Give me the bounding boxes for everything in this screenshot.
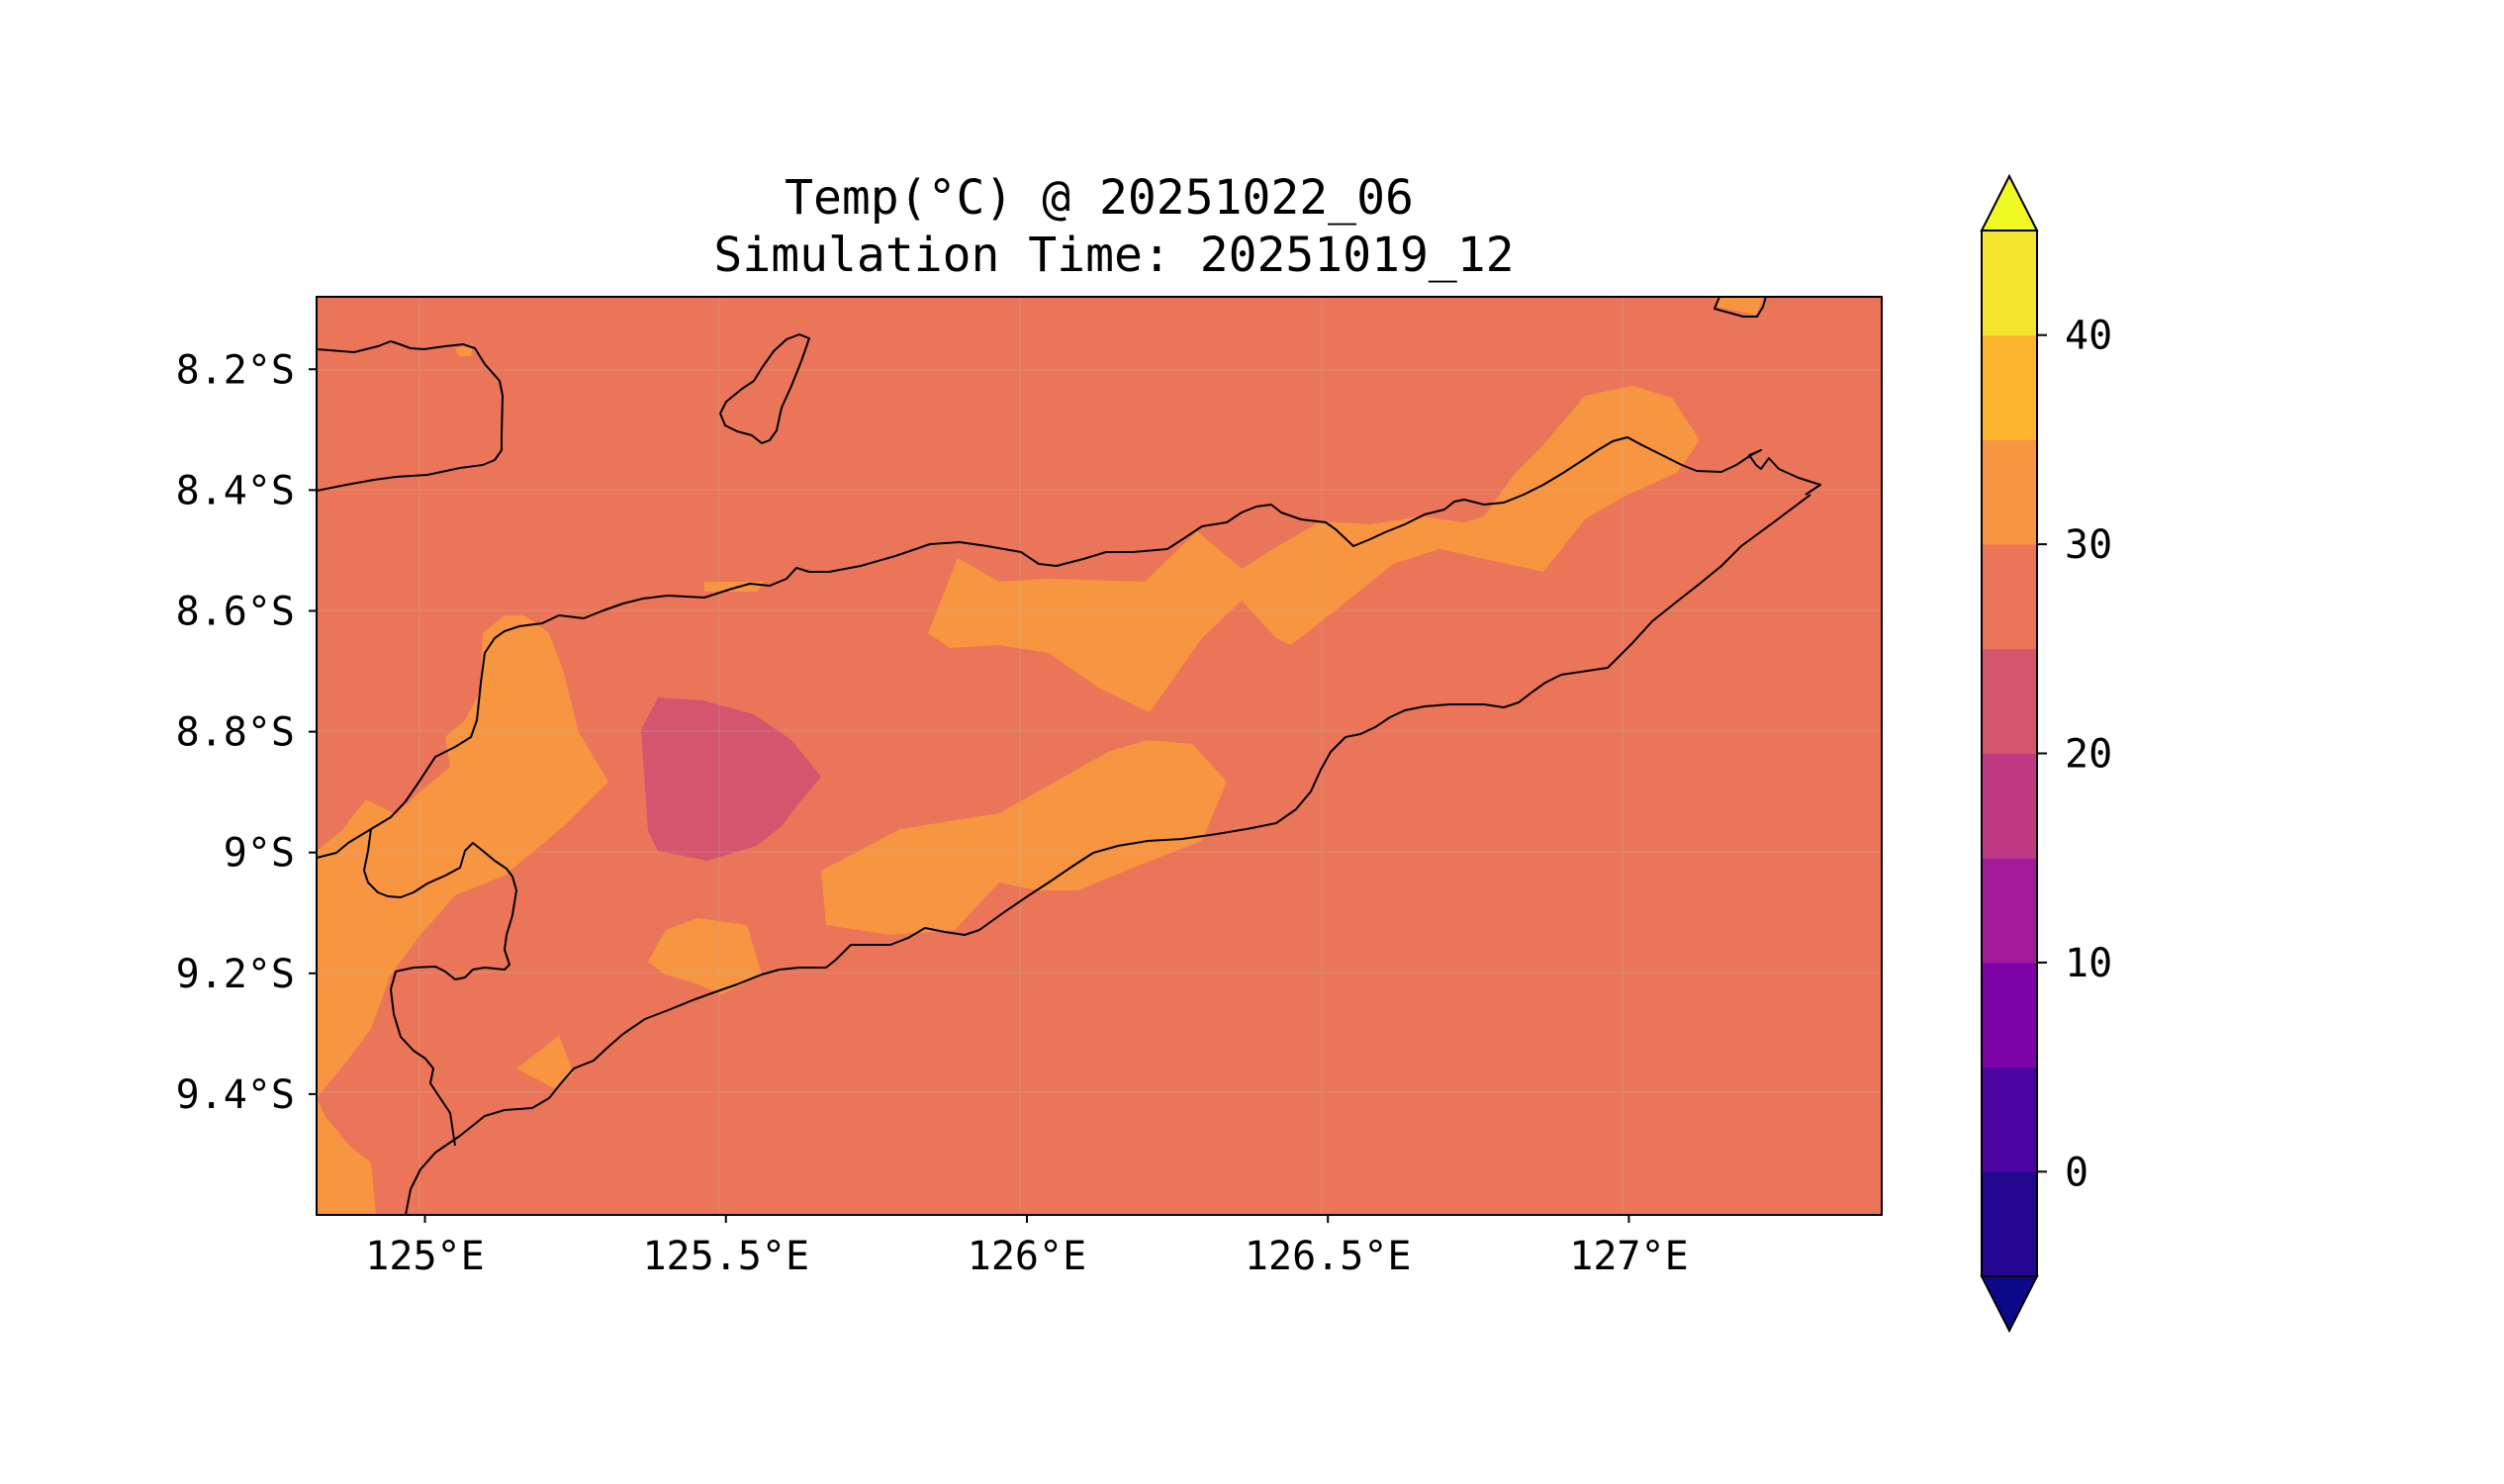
colorbar-segment [1982,962,2037,1068]
coastlines [317,297,1821,1215]
colorbar-tick-label: 40 [2065,314,2112,359]
lat-tick-label: 9.2°S [176,952,295,997]
lat-tick-label: 8.4°S [176,468,295,513]
latitude-axis: 8.2°S 8.4°S 8.6°S 8.8°S 9°S 9.2°S 9.4°S [176,347,317,1118]
colorbar-under-extend [1980,1275,2039,1334]
colorbar-segment [1982,544,2037,650]
warm-region-north-central [928,386,1700,712]
colorbar-over-extend [1980,173,2039,232]
lat-tick-label: 8.8°S [176,710,295,756]
coastline-timor-north [317,436,1821,859]
lon-tick-label: 127°E [1569,1234,1688,1279]
temperature-colorbar: 0 10 20 30 40 [1980,173,2112,1334]
colorbar-segment [1982,648,2037,754]
lat-tick-label: 8.6°S [176,589,295,634]
warm-region-south-cape [516,1036,574,1088]
warm-region-central [821,740,1227,935]
colorbar-tick-label: 10 [2065,941,2112,986]
coastline-timor-south [405,494,1811,1215]
map-frame [316,296,1883,1216]
cool-region-20-25 [641,697,821,861]
coastline-alor-wetar [317,340,504,492]
map-title-line2: Simulation Time: 20251019_12 [713,228,1514,283]
warm-region-northwest-speck [455,344,473,356]
colorbar-segment [1982,1067,2037,1172]
lat-tick-label: 8.2°S [176,347,295,393]
map-panel [317,297,1882,1215]
lat-tick-label: 9°S [224,831,295,877]
colorbar-segment [1982,334,2037,440]
coastline-northeast-islet [1714,297,1767,318]
colorbar-tick-label: 20 [2065,732,2112,778]
colorbar-segment [1982,1171,2037,1277]
lon-tick-label: 125.5°E [642,1234,809,1279]
colorbar-tick-label: 0 [2065,1150,2088,1195]
lon-tick-label: 125°E [365,1234,484,1279]
colorbar-segment [1982,439,2037,545]
longitude-axis: 125°E 125.5°E 126°E 126.5°E 127°E [365,1215,1689,1279]
lon-tick-label: 126°E [968,1234,1086,1279]
warm-region-southwest [317,1098,376,1215]
colorbar-segment [1982,858,2037,964]
map-gridlines [317,297,1882,1215]
coastline-atauro-island [719,333,810,444]
colorbar-segment [1982,231,2037,336]
lat-tick-label: 9.4°S [176,1072,295,1118]
coastline-enclave [363,828,517,1147]
colorbar-tick-label: 30 [2065,522,2112,568]
warm-region-northeast-islet [1716,297,1763,315]
warm-region-south-islet [648,918,762,994]
lon-tick-label: 126.5°E [1245,1234,1412,1279]
colorbar-segment [1982,753,2037,859]
map-title-line1: Temp(°C) @ 20251022_06 [785,170,1414,226]
